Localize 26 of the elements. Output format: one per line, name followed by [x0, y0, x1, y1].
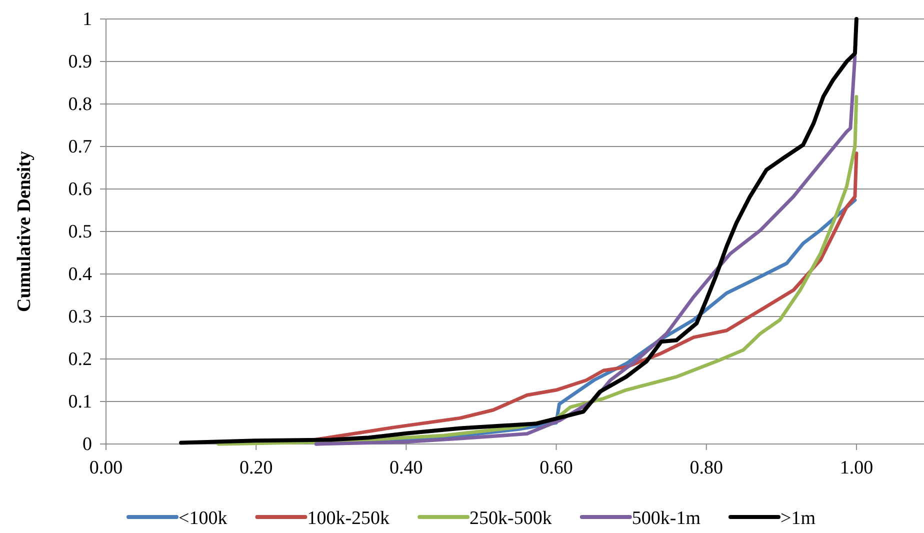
- y-tick-label: 0.5: [68, 222, 92, 243]
- legend-label: 500k-1m: [632, 508, 701, 529]
- line-series: [179, 17, 858, 445]
- y-tick-label: 0.4: [68, 264, 92, 286]
- x-tick-label: 0.40: [390, 457, 423, 478]
- y-tick-label: 0: [82, 434, 92, 456]
- y-tick-label: 1: [82, 9, 92, 30]
- x-tick-label: 0.60: [540, 457, 573, 478]
- y-axis-title: Cumulative Density: [14, 150, 35, 312]
- legend-label: <100k: [178, 508, 228, 529]
- legend-label: 100k-250k: [307, 508, 390, 529]
- x-tick-label: 0.00: [89, 457, 123, 478]
- y-tick-label: 0.9: [68, 52, 92, 73]
- y-tick-label: 0.6: [68, 179, 92, 200]
- legend-label: 250k-500k: [470, 508, 552, 529]
- y-tick-label: 0.1: [68, 392, 92, 413]
- legend-label: >1m: [780, 508, 816, 529]
- x-tick-label: 0.80: [690, 457, 723, 478]
- x-tick-label: 1.00: [840, 457, 874, 478]
- y-tick-label: 0.3: [68, 306, 92, 328]
- y-tick-label: 0.2: [68, 349, 92, 370]
- line-series: [216, 95, 858, 446]
- line-series: [314, 54, 857, 446]
- y-tick-label: 0.8: [68, 94, 92, 116]
- x-tick-label: 0.20: [239, 457, 273, 478]
- y-tick-label: 0.7: [68, 136, 92, 158]
